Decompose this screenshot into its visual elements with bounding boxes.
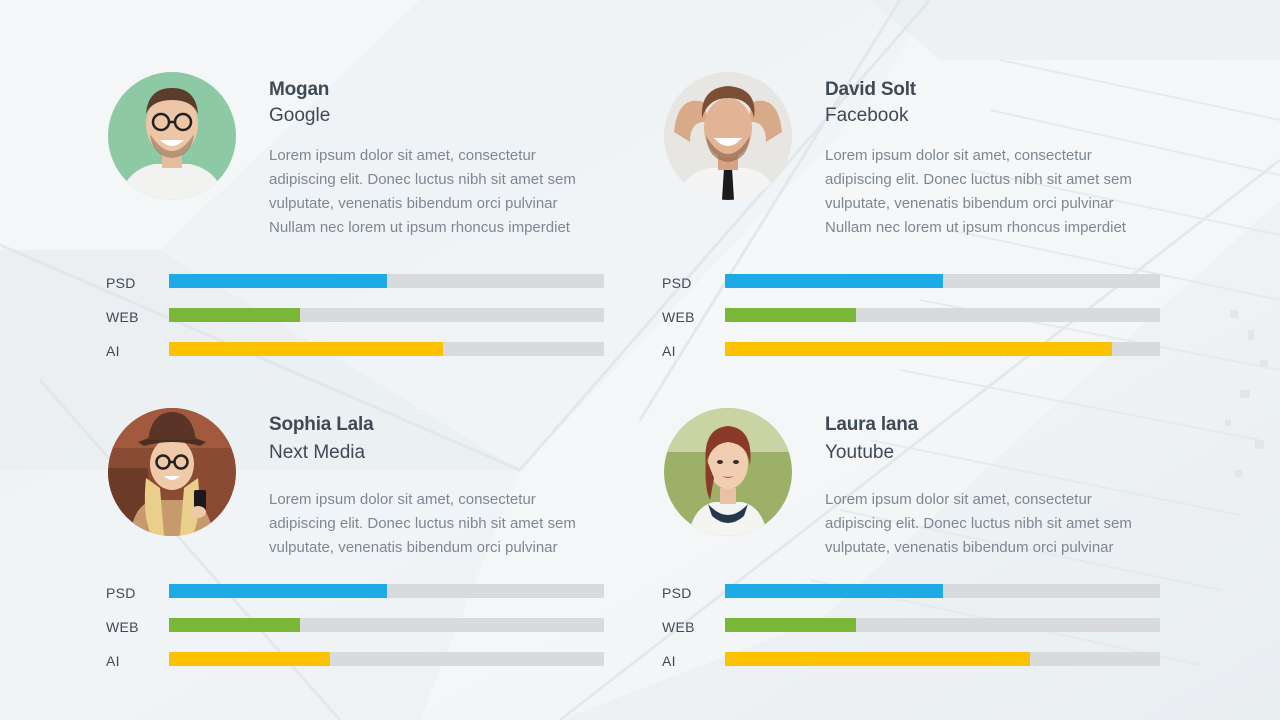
skill-web: WEB <box>662 616 1162 650</box>
skill-label: WEB <box>106 619 139 635</box>
skill-bars: PSD WEB AI <box>106 582 606 684</box>
skill-track <box>169 652 604 666</box>
description-line: Nullam nec lorem ut ipsum rhoncus imperd… <box>269 219 570 236</box>
skill-web: WEB <box>106 616 606 650</box>
avatar <box>664 408 792 536</box>
member-description: Lorem ipsum dolor sit amet, consectetur … <box>269 144 609 240</box>
description-line: Lorem ipsum dolor sit amet, consectetur <box>269 491 536 508</box>
skill-fill <box>169 652 330 666</box>
skill-fill <box>725 584 943 598</box>
avatar <box>108 408 236 536</box>
skill-fill <box>725 308 856 322</box>
member-company: Youtube <box>825 442 895 463</box>
member-description: Lorem ipsum dolor sit amet, consectetur … <box>825 488 1165 560</box>
member-name: Mogan <box>269 79 330 100</box>
member-company: Next Media <box>269 442 366 463</box>
skill-bars: PSD WEB AI <box>662 272 1162 374</box>
skill-track <box>725 274 1160 288</box>
skill-label: PSD <box>106 275 136 291</box>
member-name: David Solt <box>825 79 916 100</box>
skill-label: AI <box>106 653 120 669</box>
description-line: adipiscing elit. Donec luctus nibh sit a… <box>269 171 576 188</box>
skill-label: AI <box>662 653 676 669</box>
avatar <box>108 72 236 200</box>
member-description: Lorem ipsum dolor sit amet, consectetur … <box>269 488 609 560</box>
skill-ai: AI <box>662 650 1162 684</box>
skill-ai: AI <box>106 340 606 374</box>
skill-bars: PSD WEB AI <box>662 582 1162 684</box>
skill-fill <box>725 652 1030 666</box>
skill-track <box>169 342 604 356</box>
member-company: Google <box>269 105 331 126</box>
avatar <box>664 72 792 200</box>
skill-fill <box>169 274 387 288</box>
skill-web: WEB <box>662 306 1162 340</box>
skill-track <box>725 584 1160 598</box>
skill-fill <box>169 618 300 632</box>
skill-fill <box>725 618 856 632</box>
skill-label: AI <box>662 343 676 359</box>
skill-fill <box>169 308 300 322</box>
skill-track <box>169 274 604 288</box>
skill-track <box>169 584 604 598</box>
skill-psd: PSD <box>106 582 606 616</box>
description-line: Lorem ipsum dolor sit amet, consectetur <box>269 147 536 164</box>
description-line: vulputate, venenatis bibendum orci pulvi… <box>269 195 558 212</box>
description-line: vulputate, venenatis bibendum orci pulvi… <box>269 539 558 556</box>
skill-fill <box>725 342 1113 356</box>
member-company: Facebook <box>825 105 909 126</box>
team-member-card: Mogan Google Lorem ipsum dolor sit amet,… <box>106 70 606 370</box>
description-line: Lorem ipsum dolor sit amet, consectetur <box>825 147 1092 164</box>
skill-fill <box>169 342 444 356</box>
description-line: Lorem ipsum dolor sit amet, consectetur <box>825 491 1092 508</box>
description-line: vulputate, venenatis bibendum orci pulvi… <box>825 539 1114 556</box>
member-description: Lorem ipsum dolor sit amet, consectetur … <box>825 144 1165 240</box>
skill-fill <box>725 274 943 288</box>
skill-track <box>169 618 604 632</box>
description-line: adipiscing elit. Donec luctus nibh sit a… <box>825 171 1132 188</box>
skill-label: WEB <box>662 309 695 325</box>
skill-label: PSD <box>662 275 692 291</box>
skill-label: AI <box>106 343 120 359</box>
team-member-card: Sophia Lala Next Media Lorem ipsum dolor… <box>106 406 606 706</box>
skill-web: WEB <box>106 306 606 340</box>
description-line: adipiscing elit. Donec luctus nibh sit a… <box>269 515 576 532</box>
team-member-card: Laura lana Youtube Lorem ipsum dolor sit… <box>662 406 1162 706</box>
skill-track <box>725 618 1160 632</box>
team-member-card: David Solt Facebook Lorem ipsum dolor si… <box>662 70 1162 370</box>
skill-track <box>169 308 604 322</box>
description-line: adipiscing elit. Donec luctus nibh sit a… <box>825 515 1132 532</box>
member-name: Laura lana <box>825 414 919 435</box>
skill-track <box>725 652 1160 666</box>
skill-ai: AI <box>662 340 1162 374</box>
skill-label: WEB <box>662 619 695 635</box>
skill-label: PSD <box>106 585 136 601</box>
skill-psd: PSD <box>106 272 606 306</box>
skill-psd: PSD <box>662 272 1162 306</box>
skill-track <box>725 342 1160 356</box>
skill-label: WEB <box>106 309 139 325</box>
skill-bars: PSD WEB AI <box>106 272 606 374</box>
skill-psd: PSD <box>662 582 1162 616</box>
skill-fill <box>169 584 387 598</box>
member-name: Sophia Lala <box>269 414 374 435</box>
skill-ai: AI <box>106 650 606 684</box>
description-line: vulputate, venenatis bibendum orci pulvi… <box>825 195 1114 212</box>
description-line: Nullam nec lorem ut ipsum rhoncus imperd… <box>825 219 1126 236</box>
skill-label: PSD <box>662 585 692 601</box>
skill-track <box>725 308 1160 322</box>
